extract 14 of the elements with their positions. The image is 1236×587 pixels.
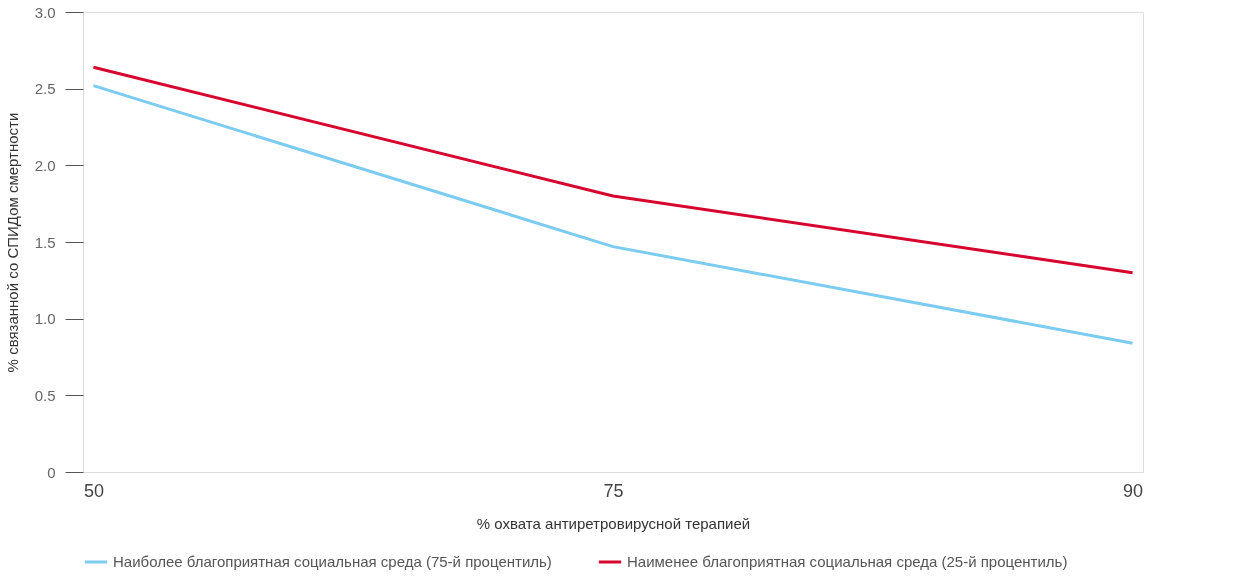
legend-label: Наиболее благоприятная социальная среда (75-й процентиль) xyxy=(113,553,552,570)
x-tick-label: 50 xyxy=(83,480,104,501)
y-tick-label: 0.5 xyxy=(34,386,56,404)
legend-label: Наименее благоприятная социальная среда (25-й процентиль) xyxy=(627,553,1068,570)
y-tick-label: 2.0 xyxy=(34,156,56,174)
y-tick-label: 1.5 xyxy=(34,233,56,251)
y-axis-title: % связанной со СПИДом смертности xyxy=(3,112,21,373)
y-tick-label: 3.0 xyxy=(34,3,56,21)
x-tick-label: 90 xyxy=(1123,480,1144,501)
x-tick-label: 75 xyxy=(603,480,624,501)
y-tick-label: 0 xyxy=(47,463,56,481)
y-tick-label: 1.0 xyxy=(34,310,56,328)
x-axis-title: % охвата антиретровирусной терапией xyxy=(476,514,751,532)
y-tick-label: 2.5 xyxy=(34,80,56,98)
